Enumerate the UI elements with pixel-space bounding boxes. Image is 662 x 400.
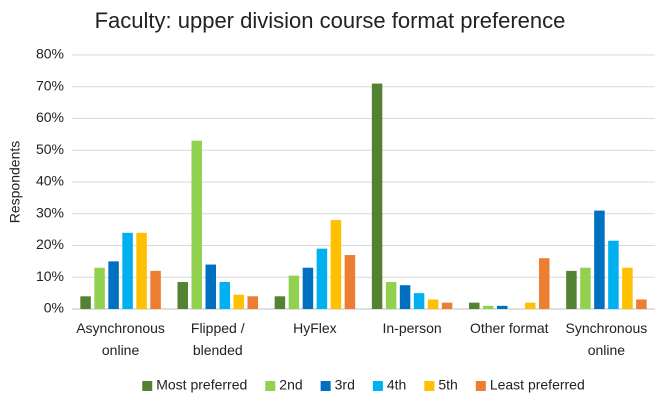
bar [636, 299, 647, 309]
bar [150, 270, 161, 309]
bar [122, 232, 133, 309]
y-tick-label: 10% [36, 268, 64, 284]
bar [302, 267, 314, 309]
y-tick-label: 80% [36, 46, 64, 62]
bar [108, 261, 119, 309]
bar [580, 267, 591, 309]
bar [205, 264, 216, 309]
bar [441, 302, 453, 309]
bar [608, 240, 619, 309]
bar [316, 248, 328, 309]
bar [385, 282, 397, 309]
legend-swatch [142, 381, 153, 391]
bar [371, 83, 383, 309]
bar [288, 275, 300, 309]
x-tick-label: Flipped / blended [191, 320, 245, 358]
bar [80, 296, 91, 309]
legend-label: 4th [387, 377, 406, 393]
legend-label: 2nd [279, 377, 302, 393]
x-tick-label: Synchronous online [566, 320, 648, 358]
bar [622, 267, 633, 309]
y-tick-label: 40% [36, 173, 64, 189]
legend-swatch [265, 381, 276, 391]
bar [274, 296, 286, 309]
x-tick-label: Asynchronous online [76, 320, 165, 358]
bar [594, 210, 605, 309]
bar [247, 296, 258, 309]
y-tick-label: 50% [36, 141, 64, 157]
bar [469, 302, 480, 309]
bar [94, 267, 105, 309]
bar [191, 140, 202, 309]
x-tick-label: In-person [383, 320, 442, 336]
bar [177, 282, 188, 309]
bar [427, 299, 439, 309]
y-tick-label: 70% [36, 77, 64, 93]
y-tick-label: 60% [36, 109, 64, 125]
legend-swatch [320, 381, 331, 391]
legend-swatch [475, 381, 486, 391]
legend-label: Most preferred [156, 377, 247, 393]
bar [399, 285, 411, 309]
bar [539, 258, 550, 309]
chart-title: Faculty: upper division course format pr… [95, 8, 566, 33]
bar [413, 293, 425, 309]
y-tick-label: 0% [44, 300, 64, 316]
legend-label: 5th [438, 377, 457, 393]
bar [219, 282, 230, 309]
legend-label: 3rd [335, 377, 355, 393]
y-axis-label: Respondents [7, 141, 23, 224]
x-tick-label: Other format [470, 320, 549, 336]
legend-swatch [424, 381, 435, 391]
bar [483, 305, 494, 309]
bar [497, 305, 508, 309]
bar [136, 232, 147, 309]
bar [566, 270, 577, 309]
legend: Most preferred 2nd 3rd 4th 5th Least preferre… [142, 377, 585, 393]
legend-label: Least preferred [490, 377, 585, 393]
legend-swatch [372, 381, 383, 391]
bar [525, 302, 536, 309]
x-tick-label: HyFlex [293, 320, 337, 336]
bar [330, 220, 342, 309]
bar [233, 294, 244, 309]
bar [344, 255, 356, 309]
y-tick-label: 30% [36, 204, 64, 220]
y-tick-label: 20% [36, 236, 64, 252]
